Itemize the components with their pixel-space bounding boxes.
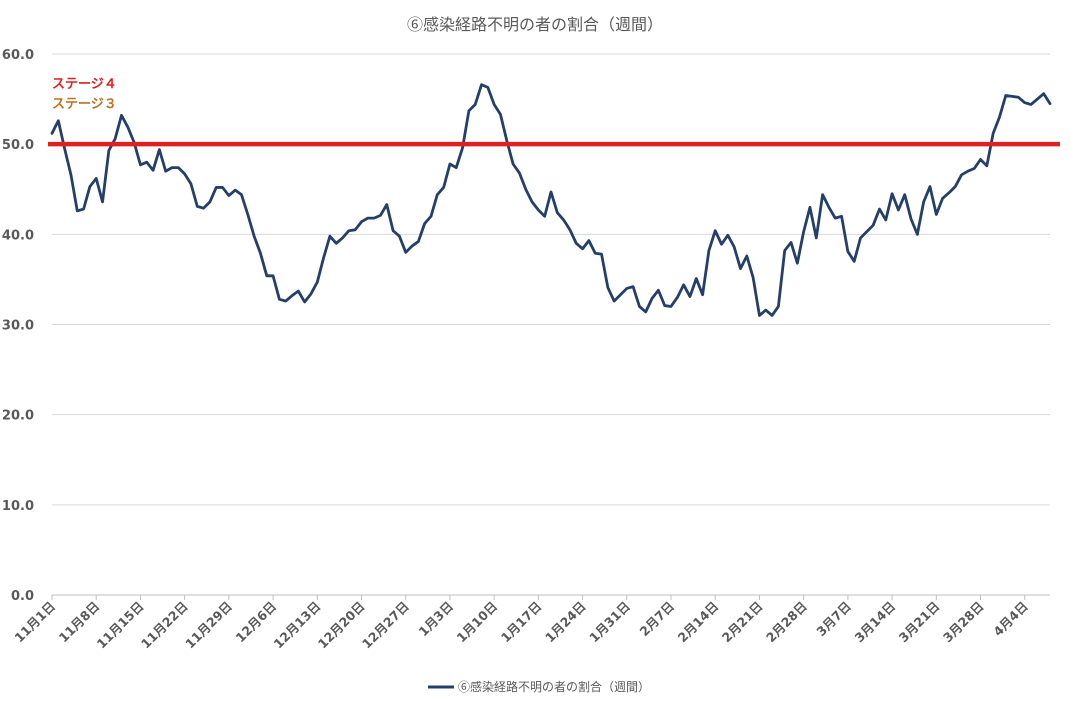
series-line	[50, 83, 1052, 317]
x-axis: 11月1日11月8日11月15日11月22日11月29日12月6日12月13日1…	[11, 594, 1050, 652]
x-tick-label: 1月3日	[415, 599, 456, 640]
y-tick-label: 60.0	[2, 48, 34, 63]
y-tick-label: 50.0	[2, 138, 34, 153]
y-tick-label: 30.0	[2, 319, 34, 334]
x-tick-label: 11月22日	[138, 599, 191, 652]
y-axis-ticks: 0.0 10.0 20.0 30.0 40.0 50.0 60.0	[2, 48, 34, 604]
gridlines	[52, 53, 1050, 506]
x-tick-label: 3月21日	[896, 599, 943, 646]
x-tick-label: 3月14日	[851, 599, 898, 646]
x-tick-label: 12月13日	[271, 599, 324, 652]
x-tick-label: 12月27日	[359, 599, 412, 652]
x-tick-label: 1月17日	[498, 599, 545, 646]
threshold-layer: ステージ４ ステージ３	[48, 77, 1060, 147]
x-tick-label: 2月28日	[763, 599, 810, 646]
x-tick-label: 11月15日	[94, 599, 147, 652]
stage-3-label: ステージ３	[52, 97, 117, 112]
legend: ⑥感染経路不明の者の割合（週間）	[428, 679, 650, 694]
x-tick-label: 4月4日	[990, 599, 1031, 640]
x-tick-label: 11月29日	[182, 599, 235, 652]
y-tick-label: 0.0	[11, 589, 34, 604]
x-tick-label: 11月1日	[11, 599, 58, 646]
y-tick-label: 40.0	[2, 228, 34, 243]
x-tick-label: 3月28日	[940, 599, 987, 646]
legend-label: ⑥感染経路不明の者の割合（週間）	[458, 679, 650, 694]
series-layer	[50, 83, 1052, 317]
y-tick-label: 20.0	[2, 409, 34, 424]
x-tick-label: 1月31日	[586, 599, 633, 646]
x-tick-label: 2月21日	[719, 599, 766, 646]
x-tick-label: 2月14日	[675, 599, 722, 646]
x-tick-label: 3月7日	[813, 599, 854, 640]
x-tick-label: 1月10日	[454, 599, 501, 646]
x-tick-label: 1月24日	[542, 599, 589, 646]
x-tick-label: 12月20日	[315, 599, 368, 652]
chart-title: ⑥感染経路不明の者の割合（週間）	[407, 15, 663, 34]
y-tick-label: 10.0	[2, 499, 34, 514]
x-tick-label: 2月7日	[637, 599, 678, 640]
stage-4-label: ステージ４	[52, 77, 117, 92]
